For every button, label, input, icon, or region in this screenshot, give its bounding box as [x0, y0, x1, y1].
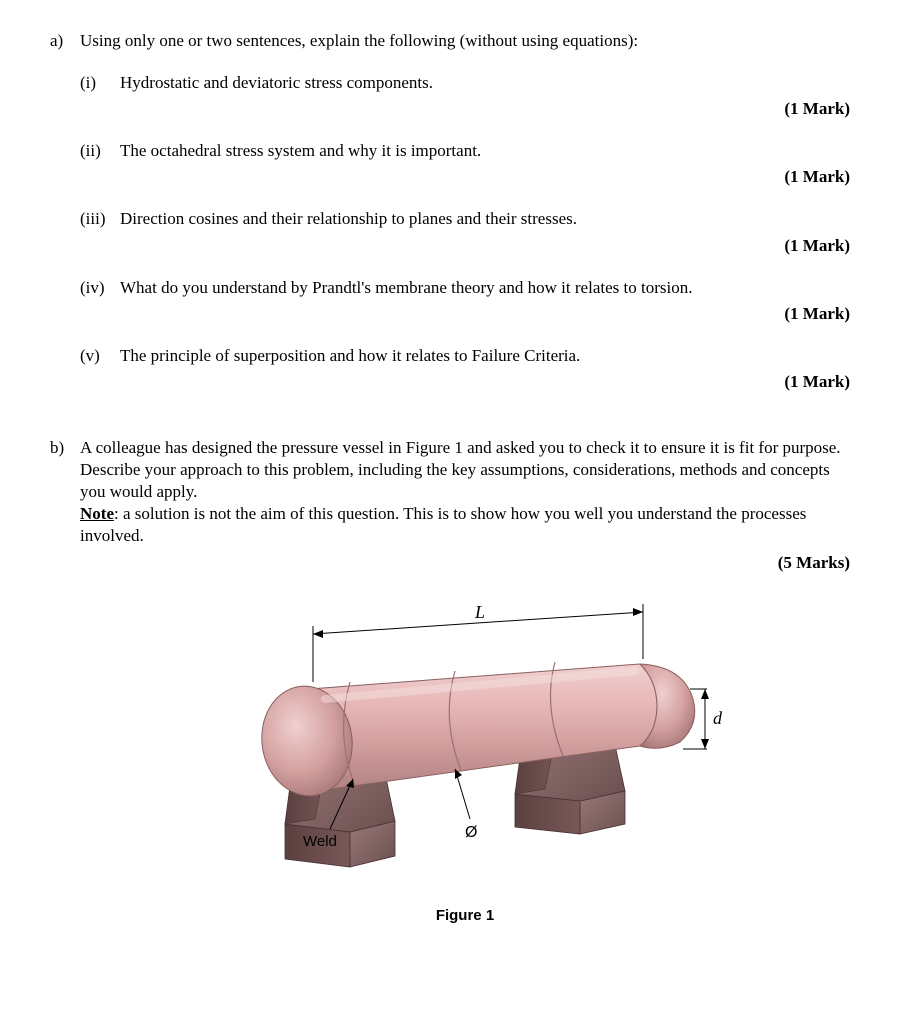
sub-iii: (iii) Direction cosines and their relati… [80, 208, 850, 230]
part-a: a) Using only one or two sentences, expl… [50, 30, 850, 407]
dimension-phi: Ø [455, 769, 477, 841]
sub-i-label: (i) [80, 72, 120, 94]
part-a-label: a) [50, 30, 80, 407]
part-a-content: Using only one or two sentences, explain… [80, 30, 850, 407]
part-b-note-label: Note [80, 504, 114, 523]
sub-iv: (iv) What do you understand by Prandtl's… [80, 277, 850, 299]
sub-v: (v) The principle of superposition and h… [80, 345, 850, 367]
part-b-content: A colleague has designed the pressure ve… [80, 437, 850, 925]
figure-container: L d Ø [80, 594, 850, 926]
part-b: b) A colleague has designed the pressure… [50, 437, 850, 925]
sub-ii-label: (ii) [80, 140, 120, 162]
sub-iii-text: Direction cosines and their relationship… [120, 208, 850, 230]
sub-iv-label: (iv) [80, 277, 120, 299]
dim-L-label: L [474, 602, 485, 622]
sub-v-text: The principle of superposition and how i… [120, 345, 850, 367]
figure-caption: Figure 1 [80, 906, 850, 926]
sub-ii: (ii) The octahedral stress system and wh… [80, 140, 850, 162]
sub-iv-mark: (1 Mark) [80, 303, 850, 325]
part-b-text: A colleague has designed the pressure ve… [80, 438, 841, 501]
part-b-mark: (5 Marks) [80, 552, 850, 574]
sub-iv-text: What do you understand by Prandtl's memb… [120, 277, 850, 299]
sub-v-label: (v) [80, 345, 120, 367]
sub-i: (i) Hydrostatic and deviatoric stress co… [80, 72, 850, 94]
sub-v-mark: (1 Mark) [80, 371, 850, 393]
vessel-body [255, 662, 695, 802]
sub-i-mark: (1 Mark) [80, 98, 850, 120]
sub-ii-text: The octahedral stress system and why it … [120, 140, 850, 162]
dim-d-label: d [713, 708, 723, 728]
weld-label: Weld [303, 833, 337, 850]
dim-phi-label: Ø [465, 824, 477, 841]
sub-i-text: Hydrostatic and deviatoric stress compon… [120, 72, 850, 94]
sub-iii-label: (iii) [80, 208, 120, 230]
sub-iii-mark: (1 Mark) [80, 235, 850, 257]
part-b-note-text: : a solution is not the aim of this ques… [80, 504, 806, 545]
sub-ii-mark: (1 Mark) [80, 166, 850, 188]
part-a-intro: Using only one or two sentences, explain… [80, 30, 850, 52]
part-b-label: b) [50, 437, 80, 925]
pressure-vessel-figure: L d Ø [195, 594, 735, 884]
